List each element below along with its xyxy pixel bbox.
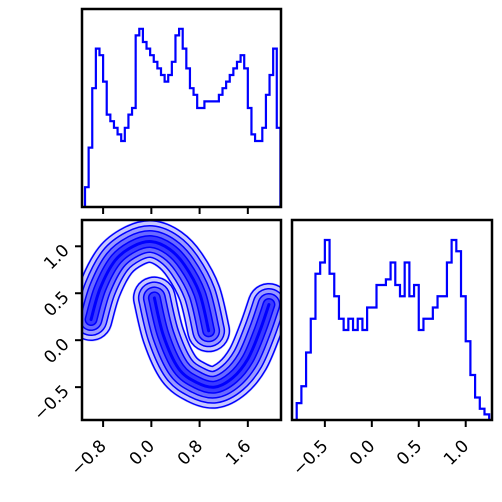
y-marginal-histogram-step (295, 238, 491, 420)
y-marginal-x-tick-label-3: 1.0 (440, 436, 473, 469)
y-marginal-x-tick-label-2: 0.5 (393, 436, 426, 469)
joint-x-tick-label-1: 0.0 (126, 436, 159, 469)
y-marginal-x-ticks: −0.5 0.0 0.5 1.0 (289, 420, 473, 480)
joint-contour-lines (82, 220, 281, 409)
joint-y-tick-label-2: 0.5 (40, 288, 73, 321)
y-marginal-histogram-frame (290, 218, 494, 422)
joint-y-tick-label-0: −0.5 (30, 382, 73, 425)
joint-plot-frame (80, 218, 283, 422)
x-marginal-histogram-line (83, 27, 281, 207)
y-marginal-histogram-panel: −0.5 0.0 0.5 1.0 (289, 218, 494, 480)
x-marginal-histogram-panel (80, 7, 283, 214)
x-marginal-histogram-frame (80, 7, 283, 209)
upper-moon-ridge (89, 240, 211, 333)
y-marginal-x-tick-label-1: 0.0 (346, 436, 379, 469)
y-marginal-x-tick-label-0: −0.5 (289, 436, 332, 479)
joint-x-ticks: −0.8 0.0 0.8 1.6 (67, 420, 255, 480)
joint-x-tick-label-2: 0.8 (174, 436, 207, 469)
joint-x-tick-label-3: 1.6 (222, 436, 255, 469)
y-marginal-histogram-line (295, 238, 491, 420)
x-marginal-histogram-step (83, 27, 281, 207)
joint-y-ticks: −0.5 0.0 0.5 1.0 (30, 241, 82, 425)
joint-y-tick-label-3: 1.0 (40, 241, 73, 274)
joint-x-tick-label-0: −0.8 (67, 436, 110, 479)
joint-y-tick-label-1: 0.0 (40, 335, 73, 368)
joint-contour-panel: −0.8 0.0 0.8 1.6 −0.5 0.0 0.5 1.0 (30, 218, 283, 480)
x-marginal-tick-marks (102, 207, 249, 214)
lower-moon-ridge (152, 296, 271, 389)
